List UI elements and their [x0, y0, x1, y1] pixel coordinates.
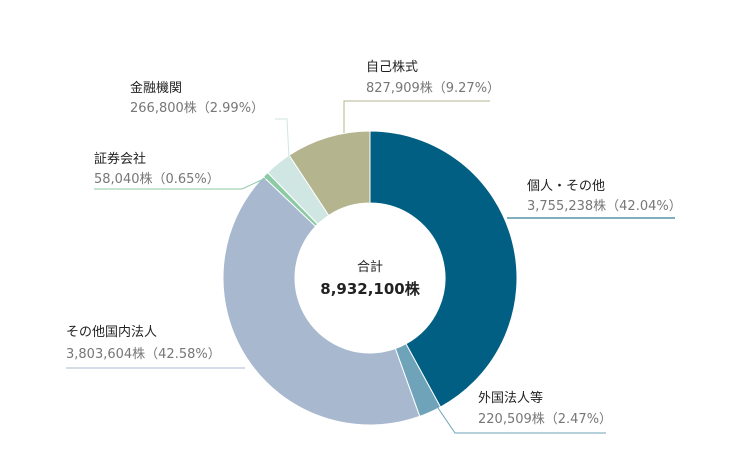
leader-lines: [66, 100, 675, 434]
leader-line-gaikoku: [435, 404, 606, 434]
slice-jiko: [288, 130, 371, 217]
center-title: 合計: [357, 259, 383, 275]
slice-label-name-kojin: 個人・その他: [527, 179, 605, 194]
slice-kokunai: [222, 176, 421, 426]
slice-label-value-kokunai: 3,803,604株（42.58%）: [66, 347, 221, 362]
slice-label-name-gaikoku: 外国法人等: [478, 390, 543, 406]
slice-label-name-jiko: 自己株式: [366, 60, 418, 75]
slice-kojin: [369, 130, 518, 408]
slice-label-value-gaikoku: 220,509株（2.47%）: [478, 412, 612, 427]
leader-line-kinyu: [275, 118, 290, 159]
slice-label-value-kinyu: 266,800株（2.99%）: [130, 101, 264, 116]
slice-label-name-shoken: 証券会社: [94, 151, 146, 167]
slice-label-value-shoken: 58,040株（0.65%）: [94, 172, 220, 187]
slice-label-value-kojin: 3,755,238株（42.04%）: [527, 199, 682, 214]
leader-line-shoken: [94, 176, 269, 190]
slice-label-name-kokunai: その他国内法人: [66, 324, 157, 340]
slice-labels: 個人・その他 3,755,238株（42.04%） 外国法人等 220,509株（2.…: [66, 60, 682, 427]
leader-line-jiko: [343, 100, 490, 133]
slice-label-name-kinyu: 金融機関: [130, 80, 182, 96]
slice-label-value-jiko: 827,909株（9.27%）: [366, 81, 500, 96]
donut-slices: [222, 130, 518, 426]
center-total: 8,932,100株: [320, 280, 420, 298]
